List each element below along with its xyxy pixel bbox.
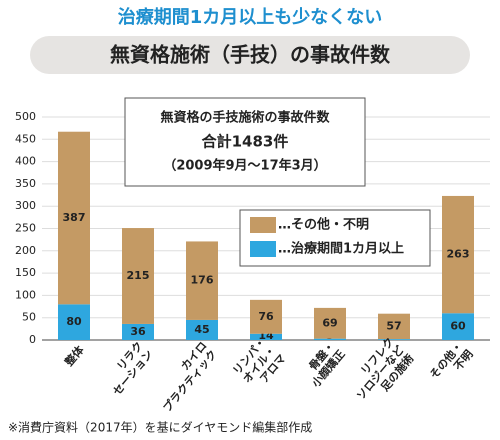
bar-segment bbox=[314, 338, 346, 340]
annotation-text: 無資格の手技施術の事故件数 bbox=[160, 110, 330, 126]
y-tick-label: 250 bbox=[15, 222, 36, 235]
legend-swatch bbox=[250, 241, 276, 257]
value-label: 57 bbox=[386, 319, 401, 332]
bar-segment bbox=[378, 339, 410, 340]
bar-segment bbox=[186, 319, 218, 340]
title-banner bbox=[30, 36, 470, 74]
x-tick-label: リンパ・オイル・アロマ bbox=[230, 335, 288, 394]
x-tick-label: カイロプラクティック bbox=[151, 339, 220, 414]
legend-label: …治療期間1カ月以上 bbox=[278, 241, 404, 257]
chart-title: 無資格施術（手技）の事故件数 bbox=[110, 43, 391, 67]
value-label: 45 bbox=[194, 323, 209, 336]
y-tick-label: 100 bbox=[15, 288, 36, 301]
x-tick-label: リラクセーション bbox=[100, 339, 155, 398]
x-tick-label: 骨盤・小顔矯正 bbox=[298, 339, 348, 391]
x-tick-label: リフレクソロジーなど足の施術 bbox=[344, 335, 416, 411]
y-tick-label: 500 bbox=[15, 110, 36, 123]
bar-segment bbox=[186, 241, 218, 320]
bar-segment bbox=[250, 333, 282, 340]
value-label: 387 bbox=[63, 211, 86, 224]
bar-segment bbox=[442, 195, 474, 314]
bar-segment bbox=[250, 299, 282, 334]
bar-segment bbox=[122, 228, 154, 324]
value-label: 69 bbox=[322, 316, 337, 329]
footnote: ※消費庁資料（2017年）を基にダイヤモンド編集部作成 bbox=[8, 420, 312, 435]
value-label: 36 bbox=[130, 325, 146, 338]
y-tick-label: 400 bbox=[15, 155, 36, 168]
x-tick-label: 整体 bbox=[61, 342, 87, 369]
x-tick-line: 整体 bbox=[61, 342, 87, 369]
bar-segment bbox=[58, 131, 90, 305]
annotation-text: 合計1483件 bbox=[201, 133, 289, 151]
subtitle: 治療期間1カ月以上も少なくない bbox=[118, 6, 383, 28]
value-label: 176 bbox=[191, 274, 214, 287]
bar-segment bbox=[378, 313, 410, 340]
bar-segment bbox=[58, 304, 90, 340]
y-tick-label: 450 bbox=[15, 132, 36, 145]
annotation-box bbox=[124, 97, 366, 187]
bar-segment bbox=[314, 307, 346, 339]
y-tick-label: 350 bbox=[15, 177, 36, 190]
y-tick-label: 150 bbox=[15, 266, 36, 279]
x-tick-label: その他・不明 bbox=[427, 339, 476, 390]
value-label: 215 bbox=[127, 269, 150, 282]
value-label: 76 bbox=[258, 310, 274, 323]
value-label: 80 bbox=[66, 315, 82, 328]
y-tick-label: 200 bbox=[15, 244, 36, 257]
y-tick-label: 0 bbox=[29, 333, 36, 346]
legend-swatch bbox=[250, 217, 276, 233]
legend-label: …その他・不明 bbox=[278, 217, 369, 233]
value-label: 263 bbox=[447, 248, 470, 261]
value-label: 60 bbox=[450, 320, 466, 333]
bar-segment bbox=[122, 323, 154, 340]
y-tick-label: 300 bbox=[15, 199, 36, 212]
bar-segment bbox=[442, 313, 474, 340]
annotation-text: （2009年9月〜17年3月） bbox=[163, 158, 326, 174]
y-tick-label: 50 bbox=[22, 311, 36, 324]
